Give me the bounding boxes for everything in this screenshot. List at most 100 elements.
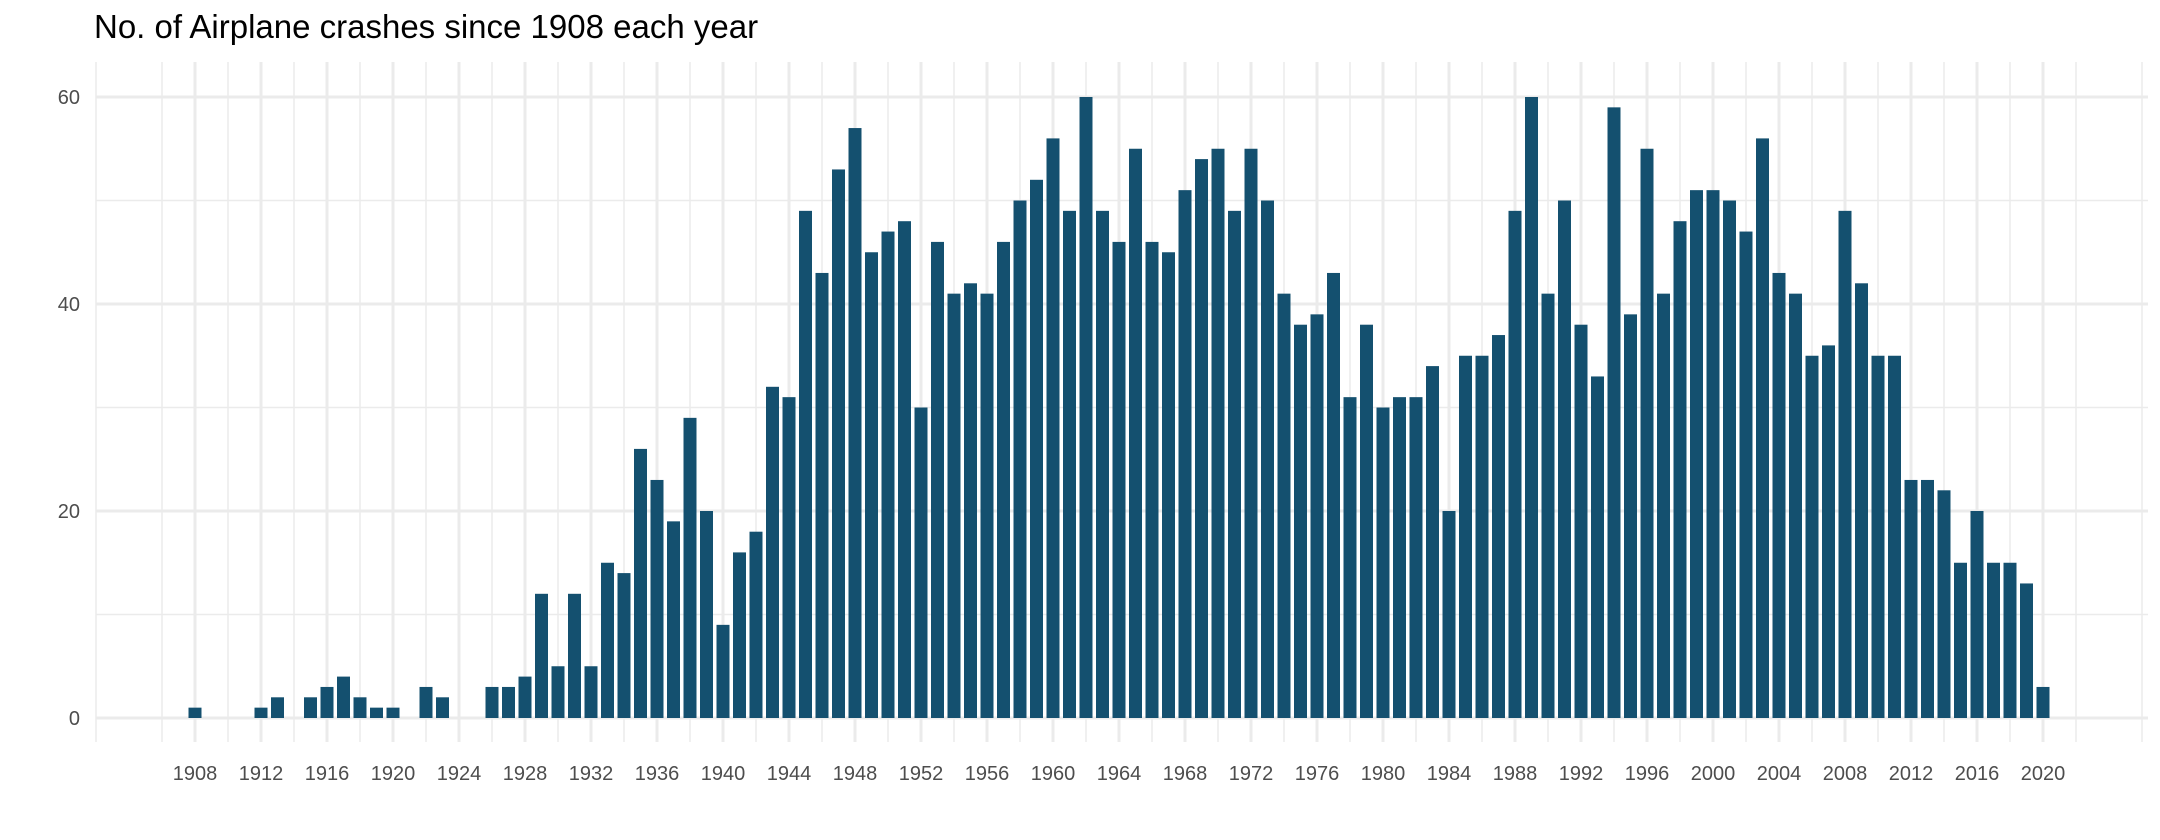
bar-1990 — [1541, 293, 1555, 718]
bar-1918 — [353, 697, 367, 718]
x-tick-label: 1940 — [701, 763, 746, 785]
bar-1947 — [832, 169, 845, 718]
x-tick-label: 1968 — [1163, 763, 1208, 785]
bar-2018 — [2003, 562, 2017, 718]
bar-1915 — [304, 697, 317, 718]
bar-2001 — [1723, 200, 1736, 718]
bar-1927 — [502, 686, 515, 718]
bar-1973 — [1261, 200, 1274, 718]
y-axis: 0 20 40 60 — [58, 87, 80, 730]
bar-1971 — [1228, 210, 1241, 718]
bar-1977 — [1327, 272, 1340, 718]
bar-1951 — [898, 221, 911, 718]
x-tick-label: 1960 — [1031, 763, 1076, 785]
bar-1961 — [1063, 210, 1076, 718]
bar-1954 — [947, 293, 961, 718]
x-tick-label: 1932 — [569, 763, 614, 785]
bar-1968 — [1178, 190, 1192, 718]
bar-1916 — [320, 686, 334, 718]
bar-2008 — [1838, 210, 1852, 718]
bar-1936 — [650, 479, 664, 718]
bar-1959 — [1030, 179, 1043, 719]
x-tick-label: 1952 — [899, 763, 944, 785]
x-tick-label: 1948 — [833, 763, 878, 785]
bar-1957 — [997, 241, 1010, 718]
x-tick-label: 1996 — [1625, 763, 1670, 785]
bar-1944 — [782, 397, 796, 718]
bar-2011 — [1888, 355, 1901, 718]
x-tick-label: 2004 — [1757, 763, 1802, 785]
x-tick-label: 1928 — [503, 763, 548, 785]
bar-1946 — [815, 272, 829, 718]
bar-2009 — [1855, 283, 1868, 718]
bar-1976 — [1310, 314, 1324, 718]
bar-1974 — [1277, 293, 1291, 718]
bar-1938 — [683, 417, 697, 718]
bar-1922 — [419, 686, 433, 718]
x-tick-label: 1972 — [1229, 763, 1274, 785]
x-tick-label: 1924 — [437, 763, 482, 785]
bar-1996 — [1640, 148, 1654, 718]
bar-1926 — [485, 686, 499, 718]
bar-1945 — [799, 210, 812, 718]
x-tick-label: 1992 — [1559, 763, 1604, 785]
x-tick-label: 1976 — [1295, 763, 1340, 785]
bar-series — [188, 97, 2050, 719]
y-tick-label: 0 — [69, 708, 80, 730]
bar-1982 — [1409, 397, 1423, 718]
bar-1940 — [716, 624, 730, 718]
bar-2002 — [1739, 231, 1753, 719]
bar-2005 — [1789, 293, 1802, 718]
x-tick-label: 1984 — [1427, 763, 1472, 785]
bar-1997 — [1657, 293, 1670, 718]
bar-2012 — [1904, 479, 1918, 718]
bar-1972 — [1244, 148, 1258, 718]
bar-1920 — [386, 707, 400, 718]
bar-1929 — [535, 593, 548, 718]
bar-1969 — [1195, 159, 1208, 719]
bar-2007 — [1822, 345, 1835, 718]
x-axis: 1908 1912 1916 1920 1924 1928 1932 1936 1940 1944… — [173, 763, 2066, 785]
bar-1939 — [700, 511, 713, 718]
bar-1993 — [1591, 376, 1604, 718]
bar-1958 — [1013, 200, 1027, 718]
bar-1908 — [188, 707, 202, 718]
x-tick-label: 1920 — [371, 763, 416, 785]
x-tick-label: 1908 — [173, 763, 218, 785]
x-tick-label: 1956 — [965, 763, 1010, 785]
bar-2020 — [2036, 686, 2050, 718]
bar-1949 — [865, 252, 878, 718]
bar-2010 — [1871, 355, 1885, 718]
bar-1995 — [1624, 314, 1637, 718]
bar-1932 — [584, 666, 598, 718]
x-tick-label: 1912 — [239, 763, 284, 785]
bar-1935 — [634, 448, 647, 718]
bar-1923 — [436, 697, 449, 718]
bar-1986 — [1475, 355, 1489, 718]
bar-2013 — [1921, 479, 1934, 718]
bar-1965 — [1129, 148, 1142, 718]
bar-1913 — [271, 697, 284, 718]
bar-1983 — [1426, 366, 1439, 718]
bar-1930 — [551, 666, 565, 718]
x-tick-label: 2016 — [1955, 763, 2000, 785]
bar-2017 — [1987, 562, 2000, 718]
x-tick-label: 1916 — [305, 763, 350, 785]
bar-1950 — [881, 231, 895, 719]
bar-1987 — [1492, 335, 1505, 718]
bar-1964 — [1112, 241, 1126, 718]
bar-1970 — [1211, 148, 1225, 718]
bar-1941 — [733, 552, 746, 718]
bar-2000 — [1706, 190, 1720, 718]
bar-1912 — [254, 707, 268, 718]
bar-2014 — [1937, 490, 1951, 718]
bar-1956 — [980, 293, 994, 718]
bar-1979 — [1360, 324, 1373, 718]
bar-2015 — [1954, 562, 1967, 718]
x-tick-label: 2012 — [1889, 763, 1934, 785]
bar-1980 — [1376, 407, 1390, 718]
bar-1952 — [914, 407, 928, 718]
x-tick-label: 1964 — [1097, 763, 1142, 785]
bar-1978 — [1343, 397, 1357, 718]
